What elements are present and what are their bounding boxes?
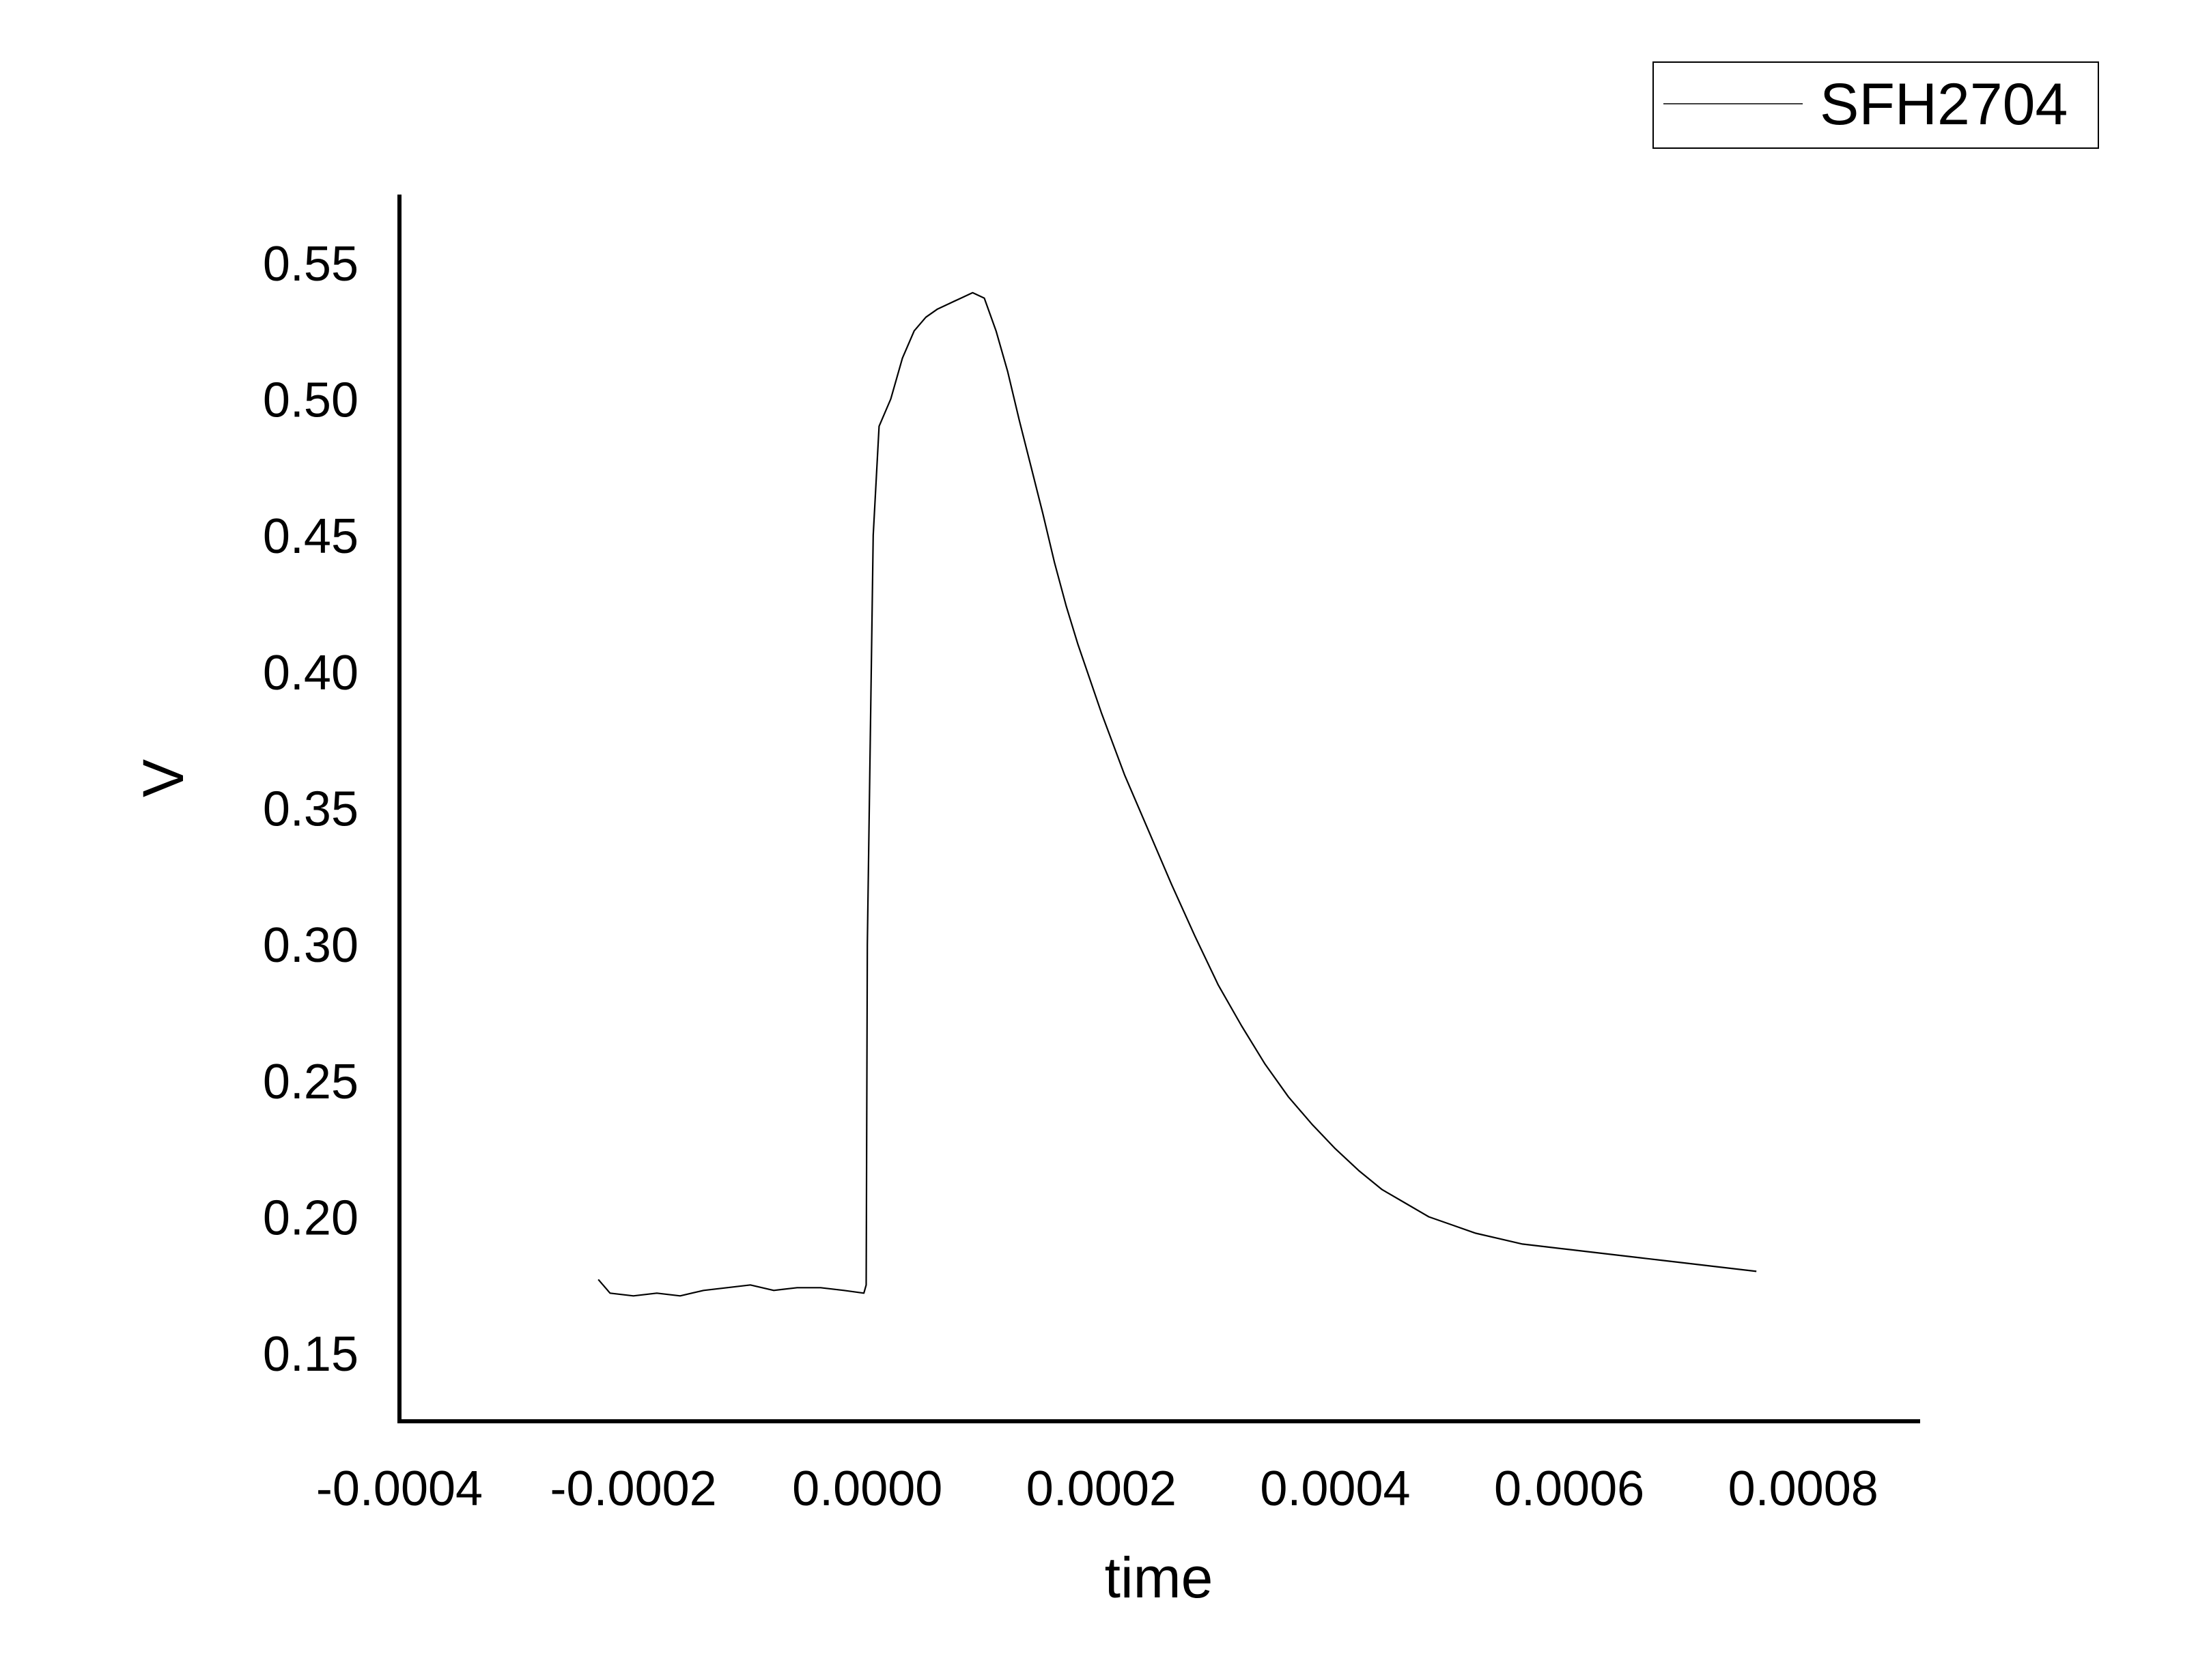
y-axis-label: V	[131, 759, 195, 797]
legend-entry-sfh2704: SFH2704	[1820, 72, 2068, 137]
x-tick-label: 0.0008	[1728, 1462, 1878, 1516]
y-axis-ticks: 0.15 0.20 0.25 0.30 0.35 0.40 0.45 0.50 0.55	[263, 237, 358, 1382]
x-tick-label: 0.0006	[1494, 1462, 1644, 1516]
plot-area	[597, 291, 1757, 1297]
x-axis-ticks: -0.0004 -0.0002 0.0000 0.0002 0.0004 0.0006 0.…	[316, 1462, 1878, 1516]
y-tick-label: 0.45	[263, 509, 358, 564]
legend-box	[1652, 61, 2099, 149]
x-tick-label: 0.0000	[792, 1462, 942, 1516]
y-tick-label: 0.35	[263, 782, 358, 837]
x-tick-label: 0.0004	[1260, 1462, 1410, 1516]
x-tick-label: -0.0002	[550, 1462, 717, 1516]
y-tick-label: 0.40	[263, 646, 358, 700]
y-tick-label: 0.20	[263, 1191, 358, 1246]
x-tick-label: -0.0004	[316, 1462, 483, 1516]
legend: SFH2704	[1652, 61, 2099, 149]
y-tick-label: 0.55	[263, 237, 358, 291]
series-line-0	[597, 291, 1757, 1297]
x-axis-label: time	[1105, 1546, 1213, 1610]
y-tick-label: 0.25	[263, 1055, 358, 1109]
y-tick-label: 0.30	[263, 918, 358, 973]
x-tick-label: 0.0002	[1026, 1462, 1177, 1516]
y-tick-label: 0.50	[263, 373, 358, 428]
y-tick-label: 0.15	[263, 1327, 358, 1382]
axes	[397, 195, 1920, 1423]
